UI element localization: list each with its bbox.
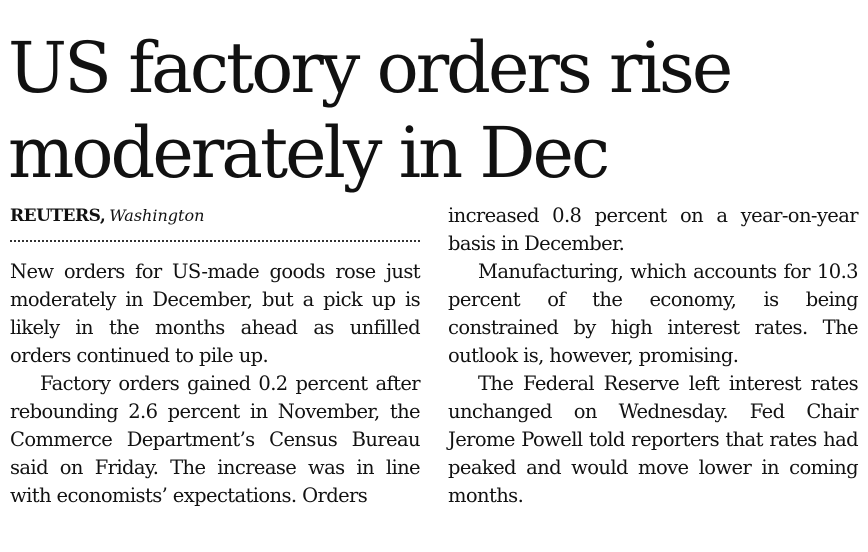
byline-agency: REUTERS, bbox=[10, 206, 106, 226]
article-column-2: increased 0.8 percent on a year-on-year … bbox=[448, 202, 859, 510]
paragraph: Factory orders gained 0.2 percent after … bbox=[10, 372, 421, 507]
paragraph: Manufacturing, which accounts for 10.3 p… bbox=[448, 260, 859, 367]
byline: REUTERS, Washington bbox=[10, 205, 420, 227]
paragraph: The Federal Reserve left interest rates … bbox=[448, 372, 859, 507]
byline-place: Washington bbox=[109, 206, 205, 225]
paragraph: New orders for US-made goods rose just m… bbox=[10, 260, 421, 367]
headline-line-2: moderately in Dec bbox=[8, 112, 610, 194]
headline-line-1: US factory orders rise bbox=[8, 27, 733, 109]
article-column-1: New orders for US-made goods rose just m… bbox=[10, 258, 421, 510]
headline: US factory orders rise moderately in Dec bbox=[8, 26, 858, 196]
dotted-divider bbox=[10, 240, 420, 242]
paragraph: increased 0.8 percent on a year-on-year … bbox=[448, 204, 859, 255]
